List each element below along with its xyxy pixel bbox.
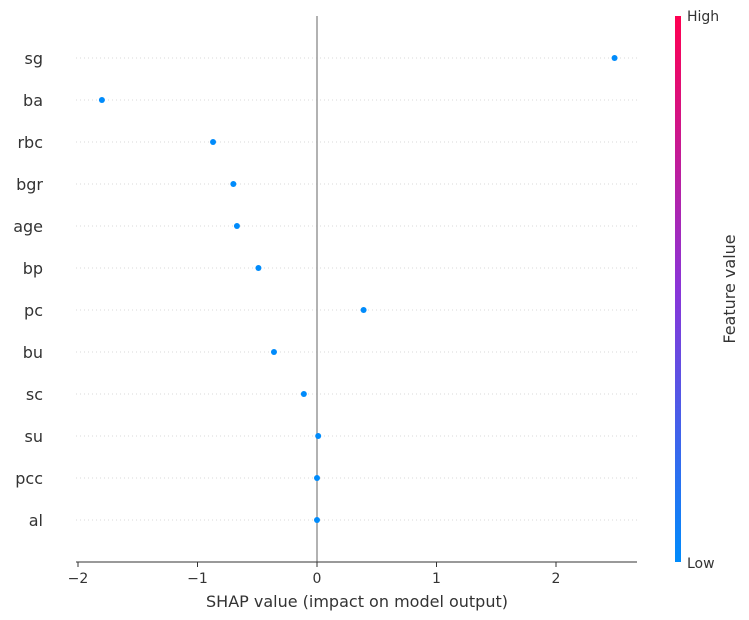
x-axis-ticks: −2 −1 0 1 2 [68, 562, 561, 587]
point-bgr [230, 181, 237, 187]
feature-label-bgr: bgr [16, 175, 43, 194]
data-points [98, 55, 618, 523]
point-pcc [314, 475, 320, 481]
feature-label-al: al [29, 511, 43, 530]
x-tick-label: 0 [313, 571, 322, 587]
feature-label-bu: bu [23, 343, 43, 362]
point-rbc [210, 139, 217, 145]
feature-labels: sg ba rbc bgr age bp pc bu sc su pcc al [13, 49, 43, 530]
feature-label-sg: sg [25, 49, 44, 68]
x-tick-label: 1 [432, 571, 441, 587]
point-pc [360, 307, 367, 313]
x-tick-label: −1 [187, 571, 208, 587]
point-age [233, 223, 240, 229]
feature-label-ba: ba [23, 91, 43, 110]
colorbar-low-label: Low [687, 556, 715, 572]
colorbar [675, 16, 681, 562]
x-axis-label: SHAP value (impact on model output) [206, 592, 508, 611]
point-bu [270, 349, 277, 355]
feature-label-age: age [13, 217, 43, 236]
colorbar-high-label: High [687, 9, 719, 25]
point-ba [98, 97, 105, 103]
point-su [315, 433, 322, 439]
feature-label-bp: bp [23, 259, 43, 278]
point-sg [611, 55, 618, 61]
x-tick-label: −2 [68, 571, 89, 587]
feature-label-sc: sc [26, 385, 43, 404]
feature-label-pc: pc [24, 301, 43, 320]
point-al [314, 517, 320, 523]
feature-label-rbc: rbc [17, 133, 43, 152]
feature-label-su: su [25, 427, 43, 446]
colorbar-title: Feature value [720, 234, 739, 343]
x-tick-label: 2 [552, 571, 561, 587]
feature-label-pcc: pcc [15, 469, 43, 488]
row-guides [76, 57, 637, 521]
point-bp [255, 265, 262, 271]
point-sc [300, 391, 307, 397]
